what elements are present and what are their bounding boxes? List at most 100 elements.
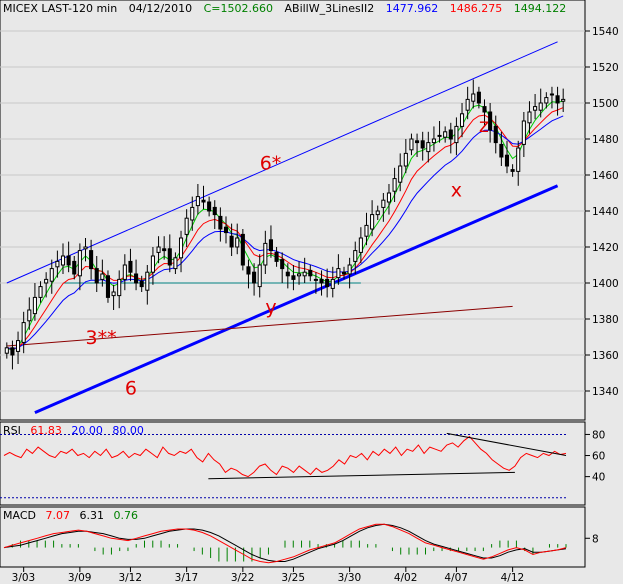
candle-body (49, 268, 54, 282)
x-tick-label: 3/03 (12, 572, 36, 584)
rsi-tick-label: 80 (592, 429, 605, 441)
date-label: 04/12/2010 (129, 2, 192, 15)
upper-channel-line (6, 41, 558, 284)
candle-body (409, 138, 414, 151)
rsi-tick-label: 40 (592, 472, 605, 484)
price-tick-label: 1400 (592, 278, 619, 290)
candle-body (252, 271, 257, 284)
candle-body (32, 296, 37, 315)
candle-body (302, 271, 307, 277)
macd-series: 8 (3, 523, 599, 564)
candle-body (105, 275, 111, 298)
candle-body (291, 275, 296, 280)
candle-body (420, 140, 425, 149)
candle-body (167, 248, 172, 266)
candle-body (4, 347, 9, 354)
x-tick-label: 3/30 (338, 572, 362, 584)
candle-body (386, 192, 392, 203)
rsi-value: 61.83 (30, 424, 62, 437)
candle-body (235, 237, 240, 248)
candle-body (504, 154, 510, 167)
macd-value: 7.07 (45, 509, 70, 522)
x-tick-label: 3/25 (281, 572, 305, 584)
annotation-0: 6* (260, 153, 282, 175)
macd-signal-line (3, 523, 567, 562)
x-tick-label: 3/17 (175, 572, 199, 584)
candle-body (145, 271, 150, 291)
candle-body (27, 309, 32, 322)
rsi-trendline (208, 471, 515, 480)
annotation-3: y (265, 297, 276, 319)
x-tick-label: 4/07 (444, 572, 468, 584)
price-tick-label: 1440 (592, 206, 619, 218)
moving-average-lines (6, 100, 564, 352)
candle-body (527, 111, 532, 124)
candle-body (21, 322, 26, 343)
date-x-axis: 3/03 3/09 3/12 3/17 3/22 3/25 3/30 4/02 4/07 4/12 (0, 566, 585, 584)
candle-body (268, 239, 273, 252)
macd-signal-value: 6.31 (79, 509, 104, 522)
candle-body (100, 273, 105, 280)
x-tick-label: 4/12 (501, 572, 525, 584)
candle-body (89, 250, 94, 270)
candle-body (257, 264, 262, 288)
brown-trend-line (6, 305, 513, 347)
x-tick-label: 3/09 (68, 572, 92, 584)
candle-body (426, 142, 431, 153)
candle-body (403, 152, 408, 167)
candle-body (207, 201, 212, 212)
candle-body (246, 266, 251, 275)
macd-tick-label: 8 (592, 533, 599, 545)
candle-body (482, 106, 487, 113)
candle-body (499, 143, 504, 158)
rsi-line (3, 435, 567, 478)
macd-header: MACD 7.07 6.31 0.76 (3, 509, 138, 522)
annotation-1: 6 (125, 378, 137, 400)
price-tick-label: 1520 (592, 62, 619, 74)
rsi-upper-level: 80.00 (112, 424, 144, 437)
candle-body (122, 264, 127, 280)
rsi-series: 40 60 80 (0, 429, 605, 499)
line-value-red: 1486.275 (450, 2, 503, 15)
candle-body (223, 226, 229, 234)
x-tick-label: 4/02 (394, 572, 418, 584)
red-ma-line (6, 107, 564, 350)
candle-body (285, 271, 290, 277)
candle-body (493, 125, 498, 144)
candle-body (353, 250, 358, 262)
candle-body (488, 111, 493, 131)
candle-body (415, 140, 420, 144)
candle-body (521, 120, 526, 145)
candle-body (544, 97, 549, 104)
candle-body (555, 95, 560, 104)
candle-body (190, 206, 195, 221)
candle-body (83, 246, 88, 250)
candle-body (364, 224, 369, 237)
candle-body (516, 147, 521, 172)
candle-body (66, 255, 71, 266)
candle-body (358, 237, 363, 253)
candle-body (38, 286, 43, 298)
candle-body (184, 217, 189, 235)
candle-body (533, 106, 538, 111)
candle-body (240, 233, 245, 266)
candle-body (561, 98, 566, 102)
candle-body (134, 273, 139, 284)
line-value-green: 1494.122 (514, 2, 567, 15)
candle-body (437, 134, 442, 137)
header-line: MICEX LAST-120 min 04/12/2010 C=1502.660… (3, 2, 566, 15)
candle-body (313, 278, 318, 281)
candle-body (173, 257, 178, 270)
candle-body (370, 214, 375, 230)
candle-body (330, 278, 335, 289)
candle-body (398, 165, 403, 183)
candle-body (280, 259, 285, 270)
rsi-label: RSI (3, 424, 21, 437)
candle-body (162, 248, 167, 252)
macd-histogram-value: 0.76 (113, 509, 138, 522)
candle-body (471, 93, 476, 102)
candle-body (308, 269, 313, 277)
price-tick-label: 1460 (592, 170, 619, 182)
candle-body (375, 210, 380, 216)
